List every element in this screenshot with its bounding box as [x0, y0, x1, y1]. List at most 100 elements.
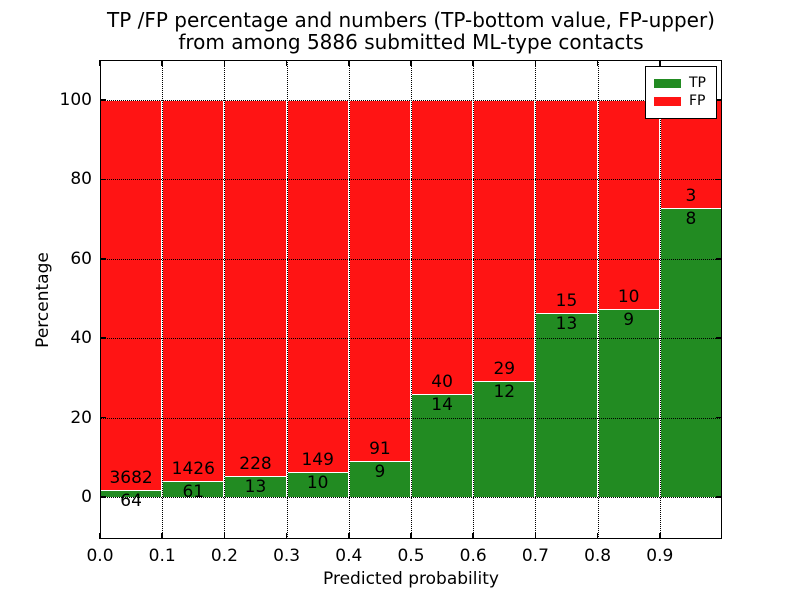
- gridline-vertical: [348, 60, 350, 539]
- axis-tick: [100, 496, 106, 498]
- x-tick-label: 0.3: [273, 546, 301, 566]
- axis-tick: [285, 533, 288, 539]
- bar-segment-fp: [473, 100, 536, 381]
- fp-count-label: 15: [555, 290, 578, 311]
- axis-tick: [716, 99, 722, 101]
- y-tick-label: 80: [70, 169, 92, 190]
- axis-tick: [472, 533, 474, 539]
- gridline-vertical: [411, 60, 412, 539]
- gridline-vertical: [286, 60, 288, 539]
- axis-tick: [410, 533, 412, 539]
- gridline-vertical: [473, 60, 475, 539]
- tp-count-label: 13: [244, 476, 267, 497]
- fp-count-label: 1426: [171, 458, 215, 479]
- bar-segment-tp: [597, 308, 660, 497]
- axis-tick: [223, 60, 226, 66]
- legend-label-tp: TP: [689, 75, 706, 91]
- axis-tick: [161, 60, 163, 66]
- chart-title-line2: from among 5886 submitted ML-type contac…: [178, 30, 644, 54]
- x-tick-label: 0.7: [521, 546, 549, 566]
- axis-tick: [99, 533, 101, 539]
- tp-count-label: 61: [182, 481, 205, 502]
- axis-tick: [716, 416, 722, 419]
- tp-count-label: 8: [685, 209, 697, 230]
- fp-count-label: 3: [685, 186, 697, 207]
- x-tick-label: 0.0: [86, 546, 114, 566]
- fp-count-label: 3682: [109, 468, 153, 489]
- fp-count-label: 91: [369, 439, 391, 460]
- axis-tick: [659, 533, 661, 539]
- chart-title-line1: TP /FP percentage and numbers (TP-bottom…: [107, 8, 715, 32]
- axis-tick: [348, 60, 350, 66]
- axis-tick: [659, 60, 661, 66]
- axis-tick: [534, 60, 537, 66]
- axis-tick: [716, 178, 722, 181]
- legend-entry-tp: TP: [654, 76, 708, 91]
- bar-segment-tp: [473, 380, 536, 497]
- legend-entry-fp: FP: [654, 94, 708, 109]
- bar-segment-fp: [411, 100, 474, 395]
- x-tick-label: 0.8: [584, 546, 612, 566]
- bar-segment-fp: [100, 100, 163, 491]
- y-tick-label: 100: [59, 90, 92, 111]
- x-tick-label: 0.9: [646, 546, 674, 566]
- y-axis-label: Percentage: [33, 251, 54, 348]
- gridline-vertical: [597, 60, 599, 539]
- axis-tick: [716, 496, 722, 498]
- tp-count-label: 10: [306, 472, 329, 493]
- fp-count-label: 149: [301, 449, 334, 470]
- bar-segment-fp: [597, 100, 660, 309]
- tp-count-label: 13: [555, 313, 578, 334]
- axis-tick: [285, 60, 288, 66]
- x-tick-label: 0.1: [148, 546, 176, 566]
- bar-segment-fp: [286, 100, 349, 472]
- axis-tick: [161, 533, 163, 539]
- fp-count-label: 29: [493, 358, 516, 379]
- bar-segment-fp: [224, 100, 287, 476]
- axis-tick: [534, 533, 537, 539]
- axis-tick: [410, 60, 412, 66]
- chart-title: TP /FP percentage and numbers (TP-bottom…: [100, 9, 722, 53]
- gridline-vertical: [162, 60, 164, 539]
- axis-tick: [223, 533, 226, 539]
- axis-tick: [100, 99, 106, 101]
- tp-swatch-icon: [654, 79, 681, 88]
- bar-segment-fp: [162, 100, 225, 481]
- fp-count-label: 40: [431, 372, 453, 393]
- bar-segment-tp: [659, 208, 722, 497]
- bar-segment-fp: [535, 100, 598, 313]
- gridline-vertical: [224, 60, 226, 539]
- axis-tick: [100, 416, 106, 419]
- tp-count-label: 14: [431, 395, 453, 416]
- tp-count-label: 12: [493, 381, 516, 402]
- axis-tick: [596, 533, 599, 539]
- tp-count-label: 9: [623, 309, 635, 330]
- axis-tick: [716, 337, 722, 339]
- bar-segment-tp: [535, 312, 598, 497]
- axis-tick: [100, 178, 106, 181]
- bar-segment-tp: [411, 394, 474, 497]
- axis-tick: [596, 60, 599, 66]
- y-tick-label: 20: [70, 407, 92, 428]
- y-tick-label: 0: [81, 486, 92, 507]
- gridline-vertical: [535, 60, 537, 539]
- axis-tick: [99, 60, 101, 66]
- x-tick-label: 0.6: [459, 546, 487, 566]
- gridline-vertical: [659, 60, 661, 539]
- axis-tick: [348, 533, 350, 539]
- x-tick-label: 0.4: [335, 546, 363, 566]
- x-tick-label: 0.5: [397, 546, 425, 566]
- fp-swatch-icon: [654, 97, 681, 106]
- axis-tick: [472, 60, 474, 66]
- legend-label-fp: FP: [689, 93, 706, 109]
- legend: TP FP: [645, 66, 717, 119]
- bar-segment-fp: [348, 100, 411, 462]
- y-tick-label: 60: [70, 248, 92, 269]
- tp-count-label: 9: [374, 462, 386, 483]
- axis-tick: [100, 337, 106, 339]
- fp-count-label: 228: [239, 453, 272, 474]
- axis-tick: [716, 258, 722, 260]
- x-tick-label: 0.2: [210, 546, 238, 566]
- bar-segment-tp: [348, 461, 411, 497]
